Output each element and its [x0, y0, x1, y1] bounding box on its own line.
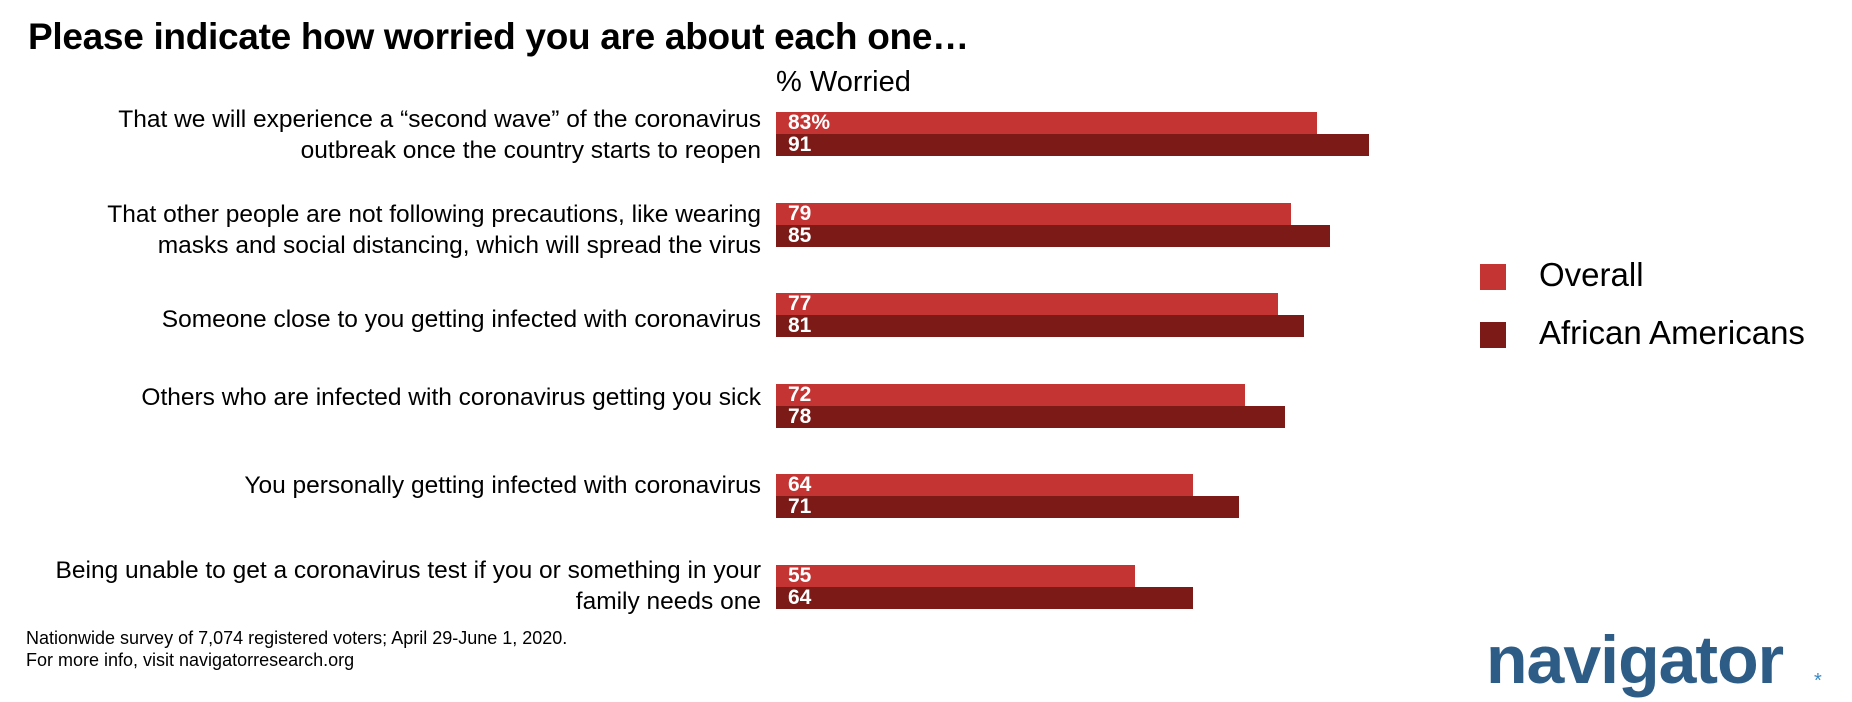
bar-overall — [776, 112, 1318, 134]
data-label-african-americans: 71 — [788, 495, 812, 518]
chart-subtitle: % Worried — [776, 66, 911, 98]
data-label-african-americans: 78 — [788, 405, 812, 428]
category-label-line: masks and social distancing, which will … — [157, 232, 761, 259]
legend-label-overall: Overall — [1539, 256, 1644, 293]
category-label-line: That we will experience a “second wave” … — [118, 106, 761, 133]
bar-african-americans — [776, 406, 1285, 428]
bar-overall — [776, 293, 1279, 315]
data-label-african-americans: 64 — [788, 586, 812, 609]
data-label-overall: 55 — [788, 564, 812, 587]
footnote-survey: Nationwide survey of 7,074 registered vo… — [26, 628, 568, 648]
data-label-african-americans: 85 — [788, 224, 812, 247]
footnote-info: For more info, visit navigatorresearch.o… — [26, 650, 355, 670]
data-label-overall: 79 — [788, 202, 812, 225]
category-label: Being unable to get a coronavirus test i… — [0, 555, 761, 617]
data-label-african-americans: 91 — [788, 133, 812, 156]
category-label: That other people are not following prec… — [0, 199, 761, 261]
data-label-overall: 72 — [788, 383, 812, 406]
category-label-line: That other people are not following prec… — [107, 201, 761, 228]
legend-swatch-overall — [1480, 264, 1506, 290]
data-label-overall: 83% — [788, 111, 831, 134]
category-label-line: Others who are infected with coronavirus… — [141, 384, 761, 411]
bar-african-americans — [776, 134, 1370, 156]
category-label-line: You personally getting infected with cor… — [244, 472, 761, 499]
bar-african-americans — [776, 225, 1331, 247]
bar-african-americans — [776, 315, 1305, 337]
category-label-line: outbreak once the country starts to reop… — [300, 137, 761, 164]
category-label-line: Being unable to get a coronavirus test i… — [55, 557, 761, 584]
category-label-line: Someone close to you getting infected wi… — [161, 306, 761, 333]
category-label-line: family needs one — [575, 588, 761, 615]
bar-african-americans — [776, 496, 1239, 518]
navigator-logo: navigator — [1486, 622, 1784, 698]
bar-overall — [776, 565, 1135, 587]
data-label-overall: 77 — [788, 292, 812, 315]
bar-overall — [776, 203, 1292, 225]
category-label: Someone close to you getting infected wi… — [0, 304, 761, 335]
category-label: That we will experience a “second wave” … — [0, 104, 761, 166]
category-label: You personally getting infected with cor… — [0, 470, 761, 501]
chart-title: Please indicate how worried you are abou… — [28, 16, 969, 57]
bar-overall — [776, 474, 1194, 496]
data-label-african-americans: 81 — [788, 314, 812, 337]
logo-star-icon: * — [1814, 670, 1822, 692]
legend-swatch-african-americans — [1480, 322, 1506, 348]
legend-label-african-americans: African Americans — [1539, 314, 1805, 351]
data-label-overall: 64 — [788, 473, 812, 496]
bar-african-americans — [776, 587, 1194, 609]
category-label: Others who are infected with coronavirus… — [0, 382, 761, 413]
bar-overall — [776, 384, 1246, 406]
